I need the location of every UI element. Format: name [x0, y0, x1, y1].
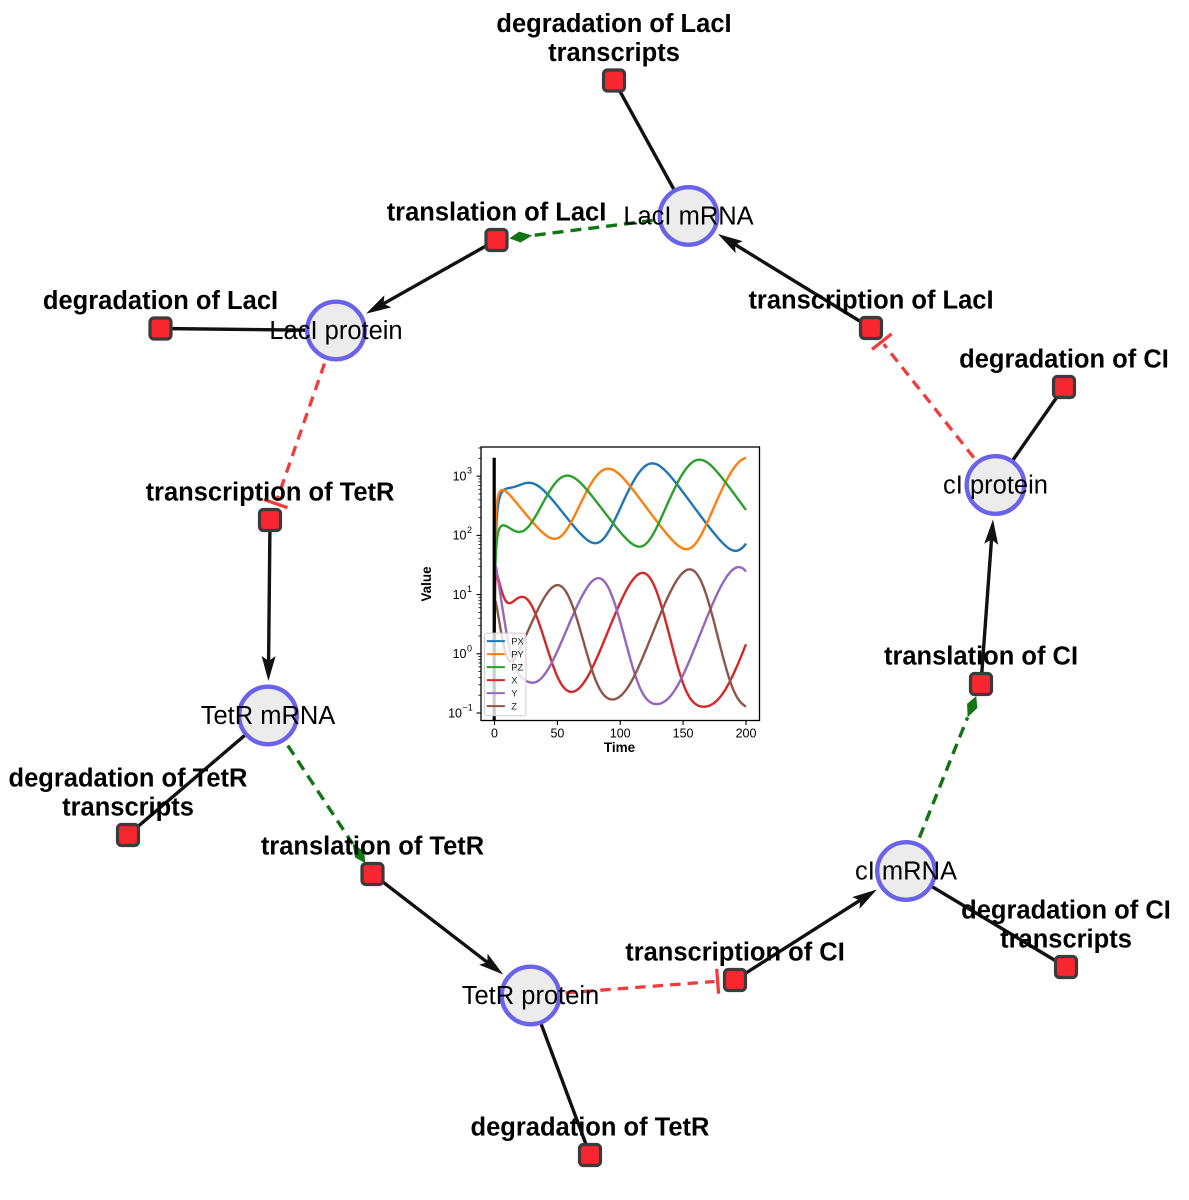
- svg-text:PZ: PZ: [511, 662, 523, 672]
- svg-text:degradation of CI: degradation of CI: [961, 897, 1171, 925]
- svg-text:transcripts: transcripts: [62, 794, 194, 822]
- svg-text:degradation of TetR: degradation of TetR: [471, 1114, 710, 1142]
- svg-text:10: 10: [453, 588, 467, 602]
- svg-text:degradation of LacI: degradation of LacI: [496, 10, 731, 38]
- svg-text:1: 1: [467, 584, 472, 594]
- svg-text:10: 10: [448, 706, 462, 720]
- svg-text:0: 0: [467, 643, 472, 653]
- svg-text:translation of TetR: translation of TetR: [261, 833, 484, 861]
- svg-text:150: 150: [673, 727, 694, 741]
- svg-text:transcription of LacI: transcription of LacI: [748, 287, 993, 315]
- svg-text:degradation of CI: degradation of CI: [959, 346, 1169, 374]
- svg-text:LacI protein: LacI protein: [269, 317, 402, 345]
- svg-text:translation of CI: translation of CI: [884, 643, 1078, 671]
- svg-text:10: 10: [453, 529, 467, 543]
- svg-text:TetR mRNA: TetR mRNA: [201, 702, 336, 730]
- svg-text:10: 10: [453, 470, 467, 484]
- svg-text:translation of LacI: translation of LacI: [387, 199, 607, 227]
- svg-text:Z: Z: [511, 701, 517, 711]
- svg-text:Time: Time: [604, 740, 636, 755]
- svg-text:3: 3: [467, 466, 472, 476]
- svg-text:TetR protein: TetR protein: [462, 982, 600, 1010]
- svg-text:100: 100: [610, 727, 631, 741]
- svg-text:50: 50: [550, 727, 564, 741]
- svg-text:cI protein: cI protein: [943, 472, 1048, 500]
- svg-text:PX: PX: [511, 636, 523, 646]
- svg-text:200: 200: [736, 727, 757, 741]
- svg-text:−1: −1: [463, 703, 473, 713]
- svg-text:LacI mRNA: LacI mRNA: [623, 203, 753, 231]
- svg-text:transcription of TetR: transcription of TetR: [146, 479, 395, 507]
- svg-text:degradation of TetR: degradation of TetR: [9, 765, 248, 793]
- svg-text:transcription of CI: transcription of CI: [625, 939, 845, 967]
- svg-text:Value: Value: [419, 566, 434, 602]
- svg-text:10: 10: [453, 647, 467, 661]
- svg-text:transcripts: transcripts: [548, 39, 680, 67]
- svg-text:degradation of LacI: degradation of LacI: [43, 287, 278, 315]
- svg-text:X: X: [511, 675, 517, 685]
- svg-text:transcripts: transcripts: [1000, 926, 1132, 954]
- svg-text:0: 0: [491, 727, 498, 741]
- svg-text:2: 2: [467, 525, 472, 535]
- svg-text:cI mRNA: cI mRNA: [855, 858, 957, 886]
- svg-text:Y: Y: [511, 688, 517, 698]
- svg-text:PY: PY: [511, 649, 523, 659]
